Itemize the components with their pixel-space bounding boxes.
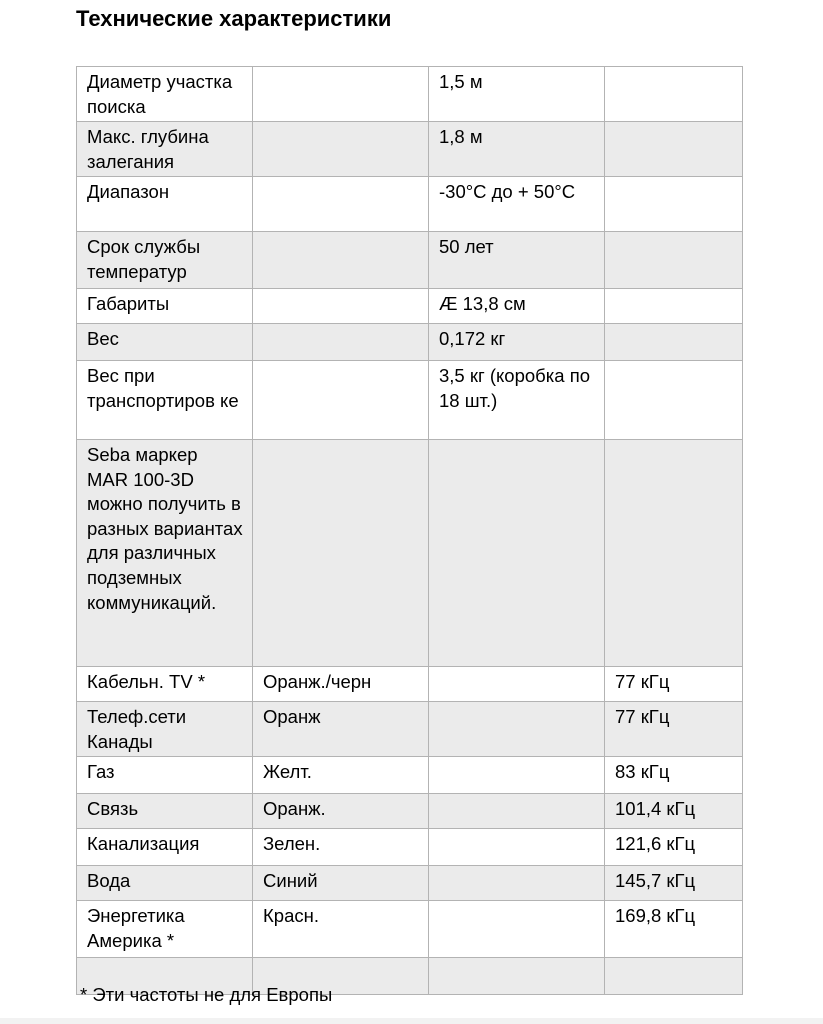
table-cell [252,121,429,177]
table-cell: Диаметр участка поиска [76,66,253,122]
table-cell: Синий [252,865,429,901]
table-cell: -30°C до + 50°C [428,176,605,232]
table-cell: 169,8 кГц [604,900,743,958]
table-row: Макс. глубина залегания 1,8 м [76,121,743,177]
table-row: Канализация Зелен. 121,6 кГц [76,828,743,866]
table-cell: Газ [76,756,253,794]
table-cell [428,865,605,901]
specs-table: Диаметр участка поиска 1,5 м Макс. глубина… [76,66,743,995]
table-cell: Æ 13,8 см [428,288,605,324]
table-cell: Желт. [252,756,429,794]
table-cell: Оранж [252,701,429,757]
table-cell [604,957,743,995]
bottom-bar [0,1018,823,1024]
table-row: Диапазон -30°C до + 50°C [76,176,743,232]
section-title: Технические характеристики [76,6,392,31]
table-cell [428,756,605,794]
table-cell: Макс. глубина залегания [76,121,253,177]
table-cell: Срок службы температур [76,231,253,289]
table-cell: 77 кГц [604,666,743,702]
table-cell [252,360,429,440]
table-row: Вода Синий 145,7 кГц [76,865,743,901]
table-cell [604,66,743,122]
table-row: Seba маркер MAR 100-3D можно получить в … [76,439,743,667]
table-row: Габариты Æ 13,8 см [76,288,743,324]
table-cell: Кабельн. TV * [76,666,253,702]
table-cell: 121,6 кГц [604,828,743,866]
table-cell: Телеф.сети Канады [76,701,253,757]
table-cell: Энергетика Америка * [76,900,253,958]
table-cell: Габариты [76,288,253,324]
table-cell [604,288,743,324]
table-cell: 50 лет [428,231,605,289]
table-cell: Seba маркер MAR 100-3D можно получить в … [76,439,253,667]
table-row: Вес при транспортиров ке 3,5 кг (коробка … [76,360,743,440]
table-row: Связь Оранж. 101,4 кГц [76,793,743,829]
table-cell: Вес [76,323,253,361]
table-cell [604,360,743,440]
table-cell: 77 кГц [604,701,743,757]
table-row: Газ Желт. 83 кГц [76,756,743,794]
table-cell [428,900,605,958]
table-cell [428,666,605,702]
table-cell: Оранж./черн [252,666,429,702]
table-cell [604,121,743,177]
table-cell [252,323,429,361]
table-cell: 101,4 кГц [604,793,743,829]
table-cell [76,957,253,995]
table-cell: Зелен. [252,828,429,866]
table-cell: 0,172 кг [428,323,605,361]
table-row: Кабельн. TV * Оранж./черн 77 кГц [76,666,743,702]
table-cell [252,231,429,289]
table-cell [428,828,605,866]
footnote: * Эти частоты не для Европы [80,984,333,1005]
table-cell: Красн. [252,900,429,958]
table-cell: Диапазон [76,176,253,232]
table-row: Диаметр участка поиска 1,5 м [76,66,743,122]
table-cell [252,288,429,324]
table-cell: Связь [76,793,253,829]
table-cell [604,231,743,289]
table-row: Срок службы температур 50 лет [76,231,743,289]
table-cell [428,957,605,995]
table-cell: 1,8 м [428,121,605,177]
table-cell [252,957,429,995]
table-cell [604,439,743,667]
table-cell [252,176,429,232]
table-cell [428,701,605,757]
table-cell [428,439,605,667]
table-cell: Канализация [76,828,253,866]
table-cell: 83 кГц [604,756,743,794]
table-cell: 1,5 м [428,66,605,122]
table-row [76,957,743,995]
table-cell: Вес при транспортиров ке [76,360,253,440]
table-cell: 145,7 кГц [604,865,743,901]
table-cell: Оранж. [252,793,429,829]
table-cell: Вода [76,865,253,901]
table-row: Вес 0,172 кг [76,323,743,361]
table-cell [252,66,429,122]
table-cell [252,439,429,667]
table-row: Энергетика Америка * Красн. 169,8 кГц [76,900,743,958]
table-cell [604,176,743,232]
table-cell [428,793,605,829]
table-cell [604,323,743,361]
table-cell: 3,5 кг (коробка по 18 шт.) [428,360,605,440]
table-row: Телеф.сети Канады Оранж 77 кГц [76,701,743,757]
